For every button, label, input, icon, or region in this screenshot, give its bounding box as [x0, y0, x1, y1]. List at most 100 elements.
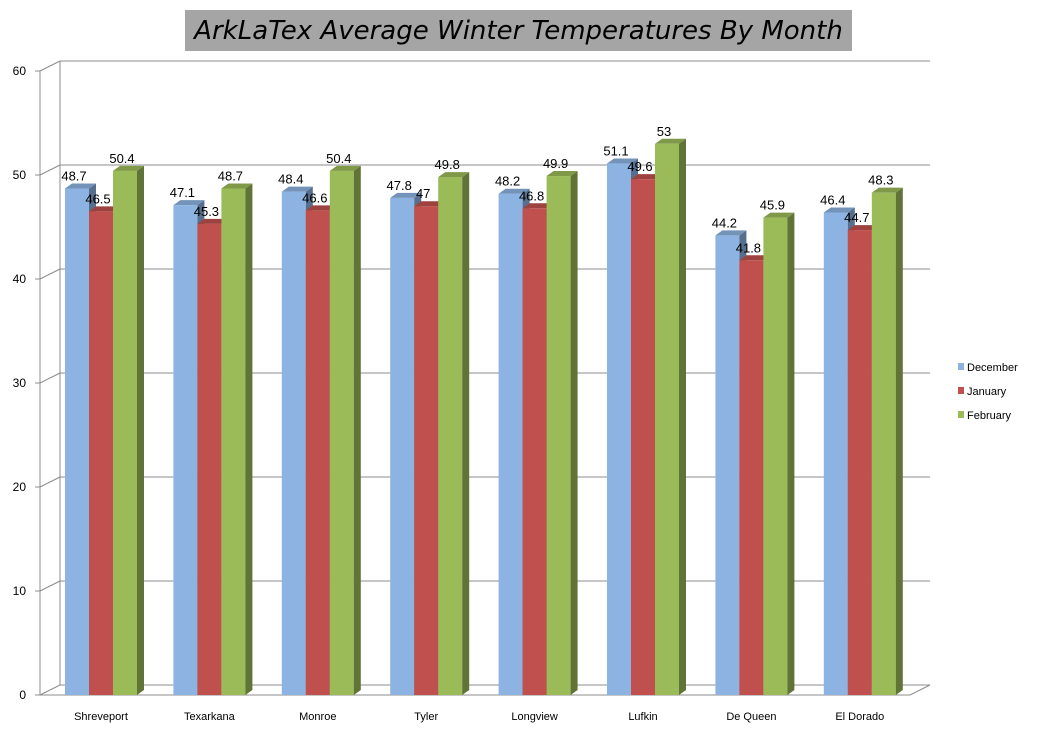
chart-title: ArkLaTex Average Winter Temperatures By …: [194, 15, 843, 46]
bar-side: [462, 172, 470, 695]
x-tick-label: De Queen: [726, 711, 776, 723]
bar-top: [631, 174, 662, 180]
bar-data-label: 53: [657, 124, 671, 139]
bar-top: [113, 165, 144, 171]
bar-top: [197, 218, 229, 224]
bar: [715, 235, 740, 695]
bar-data-label: 41.8: [736, 240, 761, 255]
bar: [655, 143, 679, 696]
legend-swatch: [958, 363, 964, 370]
bar-data-label: 47.1: [170, 185, 195, 200]
bar-top: [390, 192, 422, 198]
gridline-side: [39, 60, 61, 72]
y-tick-label: 10: [13, 584, 27, 598]
x-tick-label: Lufkin: [628, 711, 657, 723]
y-tick-label: 20: [13, 480, 27, 494]
gridline-side: [39, 476, 61, 488]
bar-data-label: 48.3: [868, 173, 893, 188]
bar-top: [655, 138, 686, 144]
x-tick-label: Texarkana: [184, 711, 236, 723]
legend-entry: February: [967, 410, 1012, 422]
bar-data-label: 45.9: [760, 198, 785, 213]
bar-data-label: 48.4: [278, 172, 303, 187]
bar-data-label: 47: [416, 186, 430, 201]
bar: [871, 192, 896, 695]
bar-top: [89, 206, 120, 212]
bar: [197, 223, 222, 695]
bar: [823, 212, 848, 695]
bar-top: [498, 188, 530, 194]
legend-entry: December: [967, 362, 1018, 374]
bar-data-label: 48.2: [495, 174, 520, 189]
x-tick-label: El Dorado: [835, 711, 884, 723]
bar-top: [65, 183, 96, 189]
bar-data-label: 45.3: [194, 204, 219, 219]
x-tick-label: Monroe: [299, 711, 336, 723]
x-tick-label: Tyler: [414, 711, 438, 723]
bar: [739, 260, 764, 695]
bar: [221, 188, 246, 695]
bar-top: [763, 212, 795, 218]
bar: [89, 211, 113, 695]
bar-top: [607, 158, 638, 164]
bar-data-label: 46.5: [85, 191, 110, 206]
bar: [607, 163, 631, 695]
bar-side: [570, 171, 578, 696]
bar: [438, 177, 463, 695]
bar-data-label: 47.8: [387, 178, 412, 193]
bar-top: [847, 225, 879, 231]
bar-top: [522, 203, 554, 209]
bar-top: [438, 172, 470, 178]
bar-top: [871, 187, 903, 193]
bar-top: [221, 183, 253, 189]
bar-data-label: 50.4: [109, 151, 134, 166]
gridline-side: [39, 164, 61, 176]
bar-data-label: 46.6: [302, 190, 327, 205]
x-tick-label: Shreveport: [74, 711, 128, 723]
y-tick-label: 60: [13, 64, 27, 78]
bar-side: [787, 212, 795, 695]
bar-side: [353, 165, 361, 696]
bar-top: [715, 230, 747, 236]
bar-data-label: 49.6: [627, 159, 652, 174]
bar: [847, 230, 872, 695]
bar-data-label: 46.8: [519, 188, 544, 203]
bar-top: [414, 201, 446, 207]
y-tick-label: 50: [13, 168, 27, 182]
bar: [763, 217, 788, 695]
bar: [65, 188, 89, 695]
chart-title-box: ArkLaTex Average Winter Temperatures By …: [185, 10, 852, 51]
bar: [498, 193, 523, 695]
bar: [631, 179, 655, 695]
bar: [113, 170, 137, 696]
bar: [414, 206, 439, 695]
y-tick-label: 0: [19, 688, 26, 702]
bar: [173, 205, 198, 695]
bar-data-label: 49.9: [543, 156, 568, 171]
bar-data-label: 44.2: [712, 215, 737, 230]
bar: [390, 197, 415, 695]
bar-top: [305, 205, 337, 211]
gridline-side: [39, 372, 61, 384]
bar-side: [895, 187, 903, 695]
bar-data-label: 50.4: [326, 151, 351, 166]
bar-side: [245, 183, 253, 695]
bar-side: [679, 138, 686, 696]
legend-swatch: [958, 387, 964, 394]
bar: [305, 210, 330, 696]
bar-top: [739, 255, 771, 261]
legend-swatch: [958, 411, 964, 418]
bar-data-label: 44.7: [844, 210, 869, 225]
bar-top: [329, 165, 361, 171]
bar-top: [281, 186, 313, 192]
bar-top: [173, 200, 205, 206]
bar-top: [823, 207, 855, 213]
bar: [329, 170, 354, 696]
bar-data-label: 49.8: [435, 157, 460, 172]
bar: [546, 176, 571, 696]
bar-top: [546, 171, 578, 177]
bar-side: [137, 165, 144, 696]
legend-entry: January: [967, 386, 1007, 398]
